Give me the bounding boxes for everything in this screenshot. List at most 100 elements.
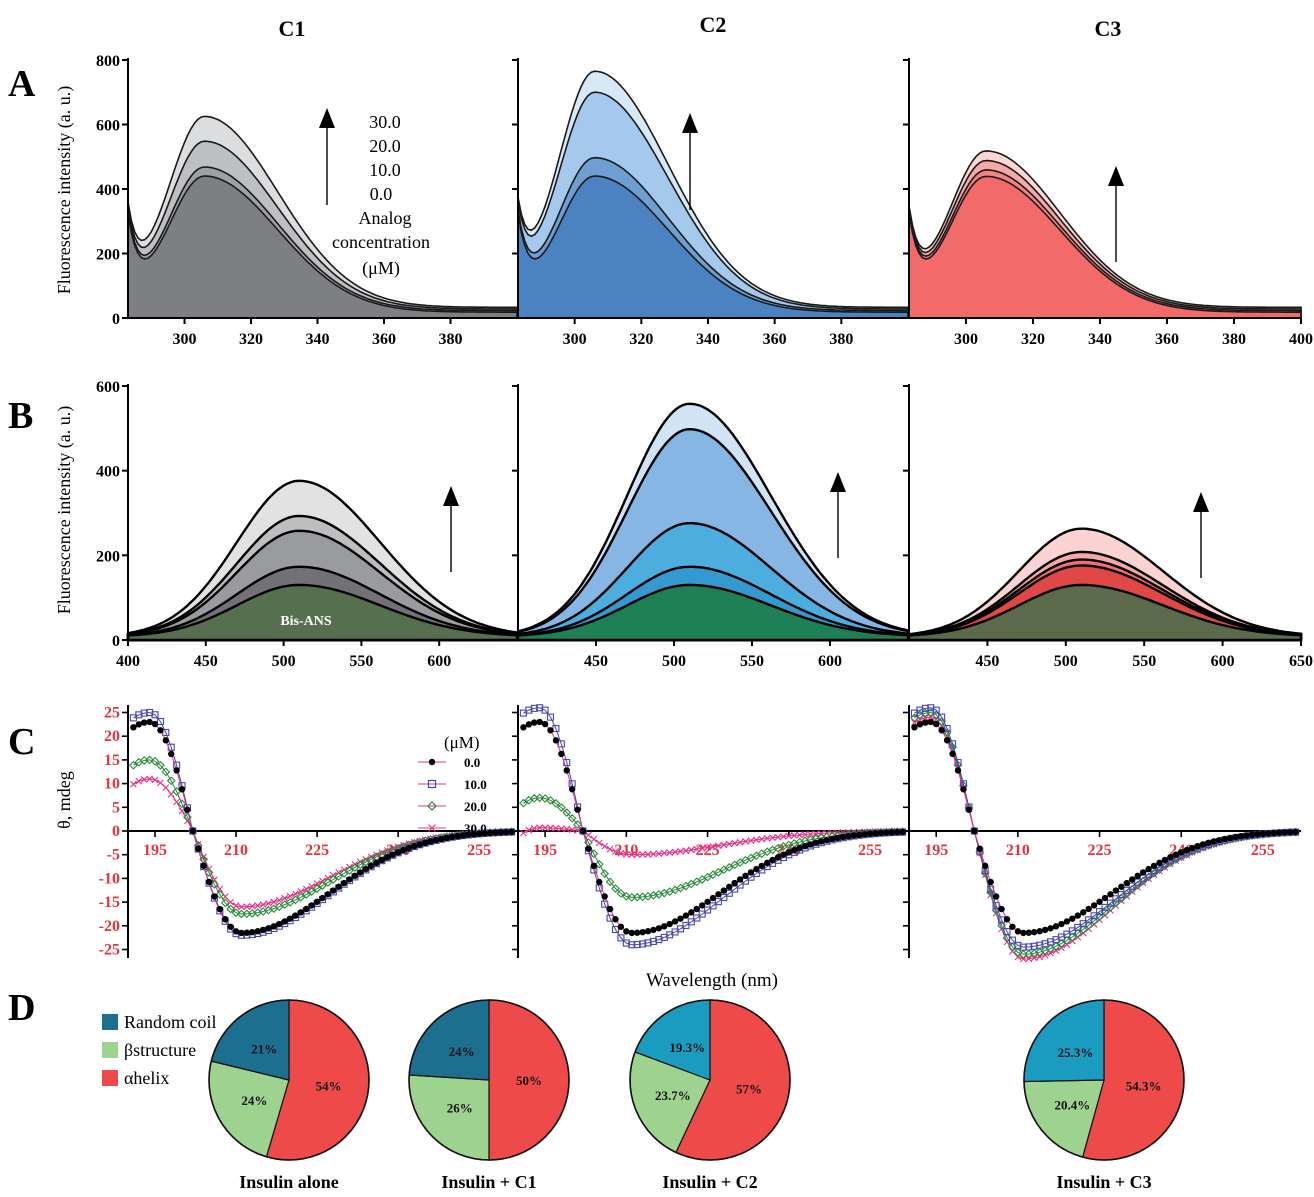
x-tick-label: 550 [349, 653, 373, 670]
cd-point [362, 865, 369, 873]
cd-point [330, 887, 337, 894]
cd-point [1205, 839, 1212, 847]
cd-point [323, 878, 333, 887]
cd-point [736, 876, 744, 883]
x-tick-label: 340 [696, 331, 720, 348]
y-tick-label: -5 [107, 847, 120, 864]
cd-point [540, 794, 550, 803]
x-tick-label: 360 [1155, 331, 1179, 348]
x-tick-label: 450 [194, 653, 218, 670]
cd-point [1259, 830, 1267, 837]
cd-point [541, 824, 549, 832]
cd-point [259, 926, 267, 934]
pie-2-label-random-coil: 24% [449, 1044, 475, 1059]
cd-point [303, 905, 310, 913]
cd-point [286, 892, 294, 900]
panel-b-c3-series-0 [907, 583, 1303, 642]
cd-point [427, 838, 434, 845]
cd-point [135, 711, 143, 719]
panel-c-xlabel: Wavelength (nm) [646, 970, 778, 991]
cd-point [682, 847, 690, 855]
pie-1-label-beta-structure: 24% [241, 1093, 267, 1108]
cd-point [682, 912, 690, 919]
cd-point [1019, 955, 1027, 963]
cd-point [312, 884, 322, 893]
cd-point [146, 775, 153, 783]
cd-legend-marker [427, 779, 437, 789]
cd-point [232, 928, 240, 935]
cd-point [1003, 928, 1011, 936]
cd-point [189, 827, 197, 835]
increase-arrow-head [830, 472, 846, 492]
cd-point [562, 808, 572, 817]
cd-point [623, 928, 630, 935]
cd-point [335, 883, 342, 890]
cd-point [324, 891, 332, 898]
cd-point [883, 829, 890, 836]
cd-point [601, 842, 609, 850]
cd-point [232, 902, 240, 910]
cd-point [1243, 832, 1250, 839]
cd-point [954, 767, 962, 774]
cd-point [145, 755, 154, 765]
cd-point [200, 862, 207, 870]
x-tick-label: 320 [1021, 331, 1045, 348]
cd-point [758, 862, 765, 870]
cd-point [1118, 883, 1125, 890]
increase-arrow-head [1193, 492, 1209, 512]
cd-point [296, 892, 306, 902]
panel-b-bis-ans-spectra: 400 450 500 550 600 450 500 550 600 450 500 550 600 6… [96, 379, 1313, 670]
cd-point [612, 848, 619, 855]
cd-point [921, 704, 929, 712]
cd-point [949, 750, 956, 758]
cd-point [130, 724, 137, 731]
cd-point [622, 850, 630, 858]
x-tick-label: 255 [1251, 842, 1275, 859]
cd-point [650, 926, 657, 934]
cd-point [1025, 929, 1032, 936]
cd-point [525, 826, 533, 834]
panel-c-c3-line-10.0 [914, 707, 1296, 948]
cd-point [720, 893, 728, 901]
legend-caption-line2: concentration [332, 232, 430, 252]
cd-point [1106, 899, 1114, 907]
cd-point [563, 825, 571, 833]
cd-point [1101, 894, 1109, 902]
x-tick-label: 360 [372, 331, 396, 348]
panel-b-ylabel: Fluorescence intensity (a. u.) [54, 406, 75, 614]
cd-point [1123, 879, 1130, 887]
x-tick-label: 340 [306, 331, 330, 348]
cd-point [725, 889, 733, 897]
cd-point [204, 868, 214, 877]
cd-point [655, 850, 663, 858]
cd-point [839, 833, 847, 841]
cd-point [704, 906, 712, 914]
cd-point [361, 857, 371, 867]
x-tick-label: 550 [1132, 653, 1156, 670]
cd-point [281, 918, 288, 925]
y-tick-label: 600 [96, 379, 120, 396]
cd-point [243, 929, 251, 936]
cd-point [1107, 891, 1114, 898]
cd-point [551, 799, 561, 808]
cd-point [753, 865, 760, 873]
cd-point [502, 828, 510, 836]
cd-point [340, 879, 348, 887]
cd-point [1030, 942, 1038, 950]
cd-point [818, 838, 825, 845]
cd-point [1036, 928, 1043, 935]
cd-point [166, 776, 176, 786]
cd-point [270, 923, 278, 930]
x-tick-label: 300 [173, 331, 197, 348]
cd-point [558, 750, 565, 758]
cd-point [698, 910, 706, 918]
cd-point [1058, 920, 1065, 928]
cd-point [1052, 923, 1060, 930]
cd-point [563, 767, 570, 774]
cd-point [552, 824, 560, 832]
cd-point [742, 872, 749, 880]
cd-point [1221, 835, 1228, 843]
cd-point [1020, 929, 1027, 937]
x-tick-label: 450 [975, 653, 999, 670]
